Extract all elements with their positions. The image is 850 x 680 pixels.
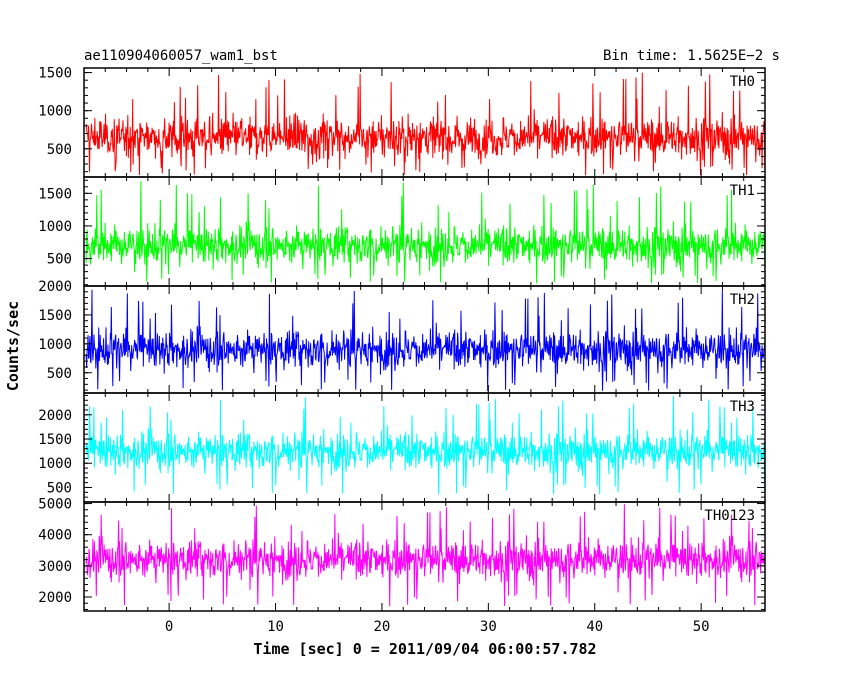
y-axis-title: Counts/sec (4, 301, 22, 391)
y-tick-label: 500 (47, 366, 72, 382)
panel-label-th1: TH1 (730, 183, 755, 199)
y-tick-label: 2000 (38, 279, 72, 295)
x-tick-label: 50 (693, 619, 710, 635)
panel-label-th0: TH0 (730, 74, 755, 90)
y-tick-label: 4000 (38, 528, 72, 544)
y-tick-label: 1000 (38, 337, 72, 353)
panel-label-th0123: TH0123 (704, 508, 755, 524)
x-tick-label: 0 (165, 619, 173, 635)
panels-group: 500 1000 1500 TH0 500 1000 1500 TH1 500 1000 1500 2… (38, 66, 766, 612)
panel-th3: 500 1000 1500 2000 TH3 (38, 392, 766, 503)
y-tick-label: 1500 (38, 432, 72, 448)
panel-label-th3: TH3 (730, 399, 755, 415)
y-tick-label: 1000 (38, 104, 72, 120)
y-tick-label: 3000 (38, 559, 72, 575)
y-tick-label: 500 (47, 142, 72, 158)
panel-th1: 500 1000 1500 TH1 (38, 176, 766, 287)
y-tick-label: 2000 (38, 590, 72, 606)
chart-title: ae110904060057_wam1_bst (84, 48, 278, 64)
y-tick-label: 5000 (38, 497, 72, 513)
x-axis-ticks: 0 10 20 30 40 50 (165, 619, 710, 635)
panel-th0: 500 1000 1500 TH0 (38, 66, 766, 178)
y-tick-label: 2000 (38, 408, 72, 424)
y-tick-label: 1500 (38, 66, 72, 82)
y-tick-label: 500 (47, 480, 72, 496)
panel-frame (83, 285, 766, 394)
x-axis-title: Time [sec] 0 = 2011/09/04 06:00:57.782 (253, 640, 596, 658)
y-tick-label: 1000 (38, 219, 72, 235)
series-line-th0123 (85, 504, 765, 607)
x-tick-label: 20 (374, 619, 391, 635)
panel-label-th2: TH2 (730, 292, 755, 308)
y-tick-label: 500 (47, 252, 72, 268)
series-line-th1 (85, 181, 765, 284)
x-tick-label: 10 (267, 619, 284, 635)
y-tick-label: 1500 (38, 308, 72, 324)
panel-th0123: 2000 3000 4000 5000 TH0123 (38, 497, 766, 612)
x-tick-label: 40 (586, 619, 603, 635)
x-tick-label: 30 (480, 619, 497, 635)
series-line-th2 (85, 289, 765, 392)
panel-th2: 500 1000 1500 2000 TH2 (38, 279, 766, 394)
panel-frame (83, 176, 766, 287)
y-tick-label: 1000 (38, 456, 72, 472)
bin-time-label: Bin time: 1.5625E−2 s (603, 48, 780, 64)
series-line-th3 (85, 396, 765, 495)
y-tick-label: 1500 (38, 186, 72, 202)
series-line-th0 (85, 72, 765, 176)
